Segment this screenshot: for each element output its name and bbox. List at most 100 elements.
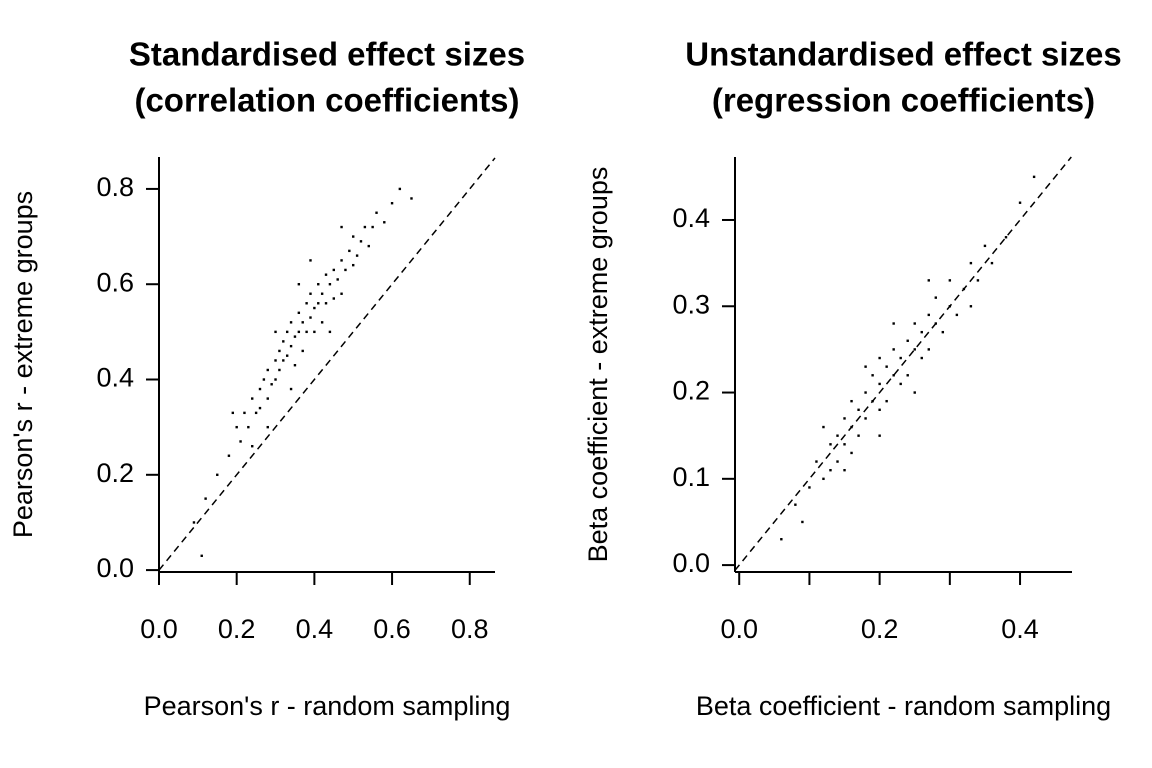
point (317, 283, 320, 286)
point (313, 330, 316, 334)
y-tick-label: 0.4 (96, 363, 134, 393)
point (192, 521, 196, 524)
point (282, 340, 285, 343)
point (850, 425, 853, 429)
point (398, 187, 402, 191)
point (934, 322, 937, 325)
point (829, 443, 832, 446)
point (850, 399, 853, 403)
point (864, 417, 867, 420)
point (913, 391, 916, 394)
point (309, 316, 312, 319)
point (266, 397, 269, 400)
point (348, 249, 351, 253)
point (1004, 236, 1008, 239)
point (278, 368, 281, 372)
point (332, 297, 335, 300)
point (247, 425, 250, 429)
point (843, 468, 846, 472)
point (1032, 175, 1036, 179)
point (990, 261, 994, 265)
y-tick-label: 0.6 (96, 267, 134, 297)
x-tick-label: 0.2 (218, 614, 256, 644)
point (878, 408, 881, 411)
point (892, 348, 895, 351)
point (899, 382, 902, 386)
point (297, 283, 301, 286)
point (270, 383, 273, 386)
point (227, 454, 231, 457)
point (251, 445, 254, 448)
point (927, 348, 930, 351)
y-tick-label: 0.2 (672, 376, 710, 406)
point (320, 292, 324, 295)
point (266, 368, 269, 372)
x-tick-label: 0.4 (1001, 614, 1039, 644)
point (815, 460, 818, 463)
point (297, 311, 301, 315)
point (906, 374, 909, 377)
chart-title: Unstandardised effect sizes (685, 36, 1121, 73)
point (885, 399, 888, 403)
x-tick-label: 0.0 (720, 614, 758, 644)
y-tick-label: 0.0 (672, 548, 710, 578)
y-axis-label: Beta coefficient - extreme groups (583, 167, 613, 563)
point (235, 425, 238, 429)
point (297, 330, 301, 334)
point (328, 330, 332, 334)
point (340, 292, 343, 295)
y-tick-label: 0.4 (672, 203, 710, 233)
point (309, 292, 312, 295)
point (313, 306, 316, 310)
point (941, 330, 945, 334)
point (913, 348, 916, 351)
y-tick-label: 0.0 (96, 553, 134, 583)
point (955, 313, 959, 317)
point (239, 440, 242, 443)
point (293, 364, 297, 367)
point (780, 538, 783, 541)
point (878, 382, 881, 386)
point (309, 259, 312, 262)
point (969, 261, 973, 265)
point (274, 330, 277, 334)
point (355, 254, 359, 257)
x-axis-label: Beta coefficient - random sampling (696, 691, 1111, 721)
y-tick-label: 0.3 (672, 289, 710, 319)
point (962, 287, 966, 291)
point (266, 425, 269, 429)
point (301, 349, 304, 353)
point (282, 359, 285, 362)
y-tick-label: 0.1 (672, 462, 710, 492)
point (231, 411, 235, 415)
point (906, 339, 909, 342)
point (359, 240, 363, 243)
point (344, 268, 347, 272)
point (857, 434, 860, 437)
point (822, 477, 825, 481)
point (843, 443, 846, 446)
point (878, 434, 881, 437)
point (871, 399, 874, 403)
reference-line (734, 156, 1072, 571)
point (258, 406, 262, 410)
point (285, 330, 289, 334)
point (371, 225, 374, 229)
point (899, 356, 902, 360)
point (320, 321, 324, 324)
point (892, 322, 895, 325)
point (822, 425, 825, 429)
y-axis-label: Pearson's r - extreme groups (8, 191, 38, 538)
point (254, 411, 258, 415)
point (864, 391, 867, 394)
point (336, 278, 339, 281)
x-tick-label: 0.8 (451, 614, 489, 644)
point (301, 321, 304, 324)
point (243, 411, 246, 415)
point (927, 279, 930, 282)
point (332, 268, 335, 272)
point (948, 279, 952, 282)
point (808, 486, 811, 489)
point (216, 473, 219, 477)
